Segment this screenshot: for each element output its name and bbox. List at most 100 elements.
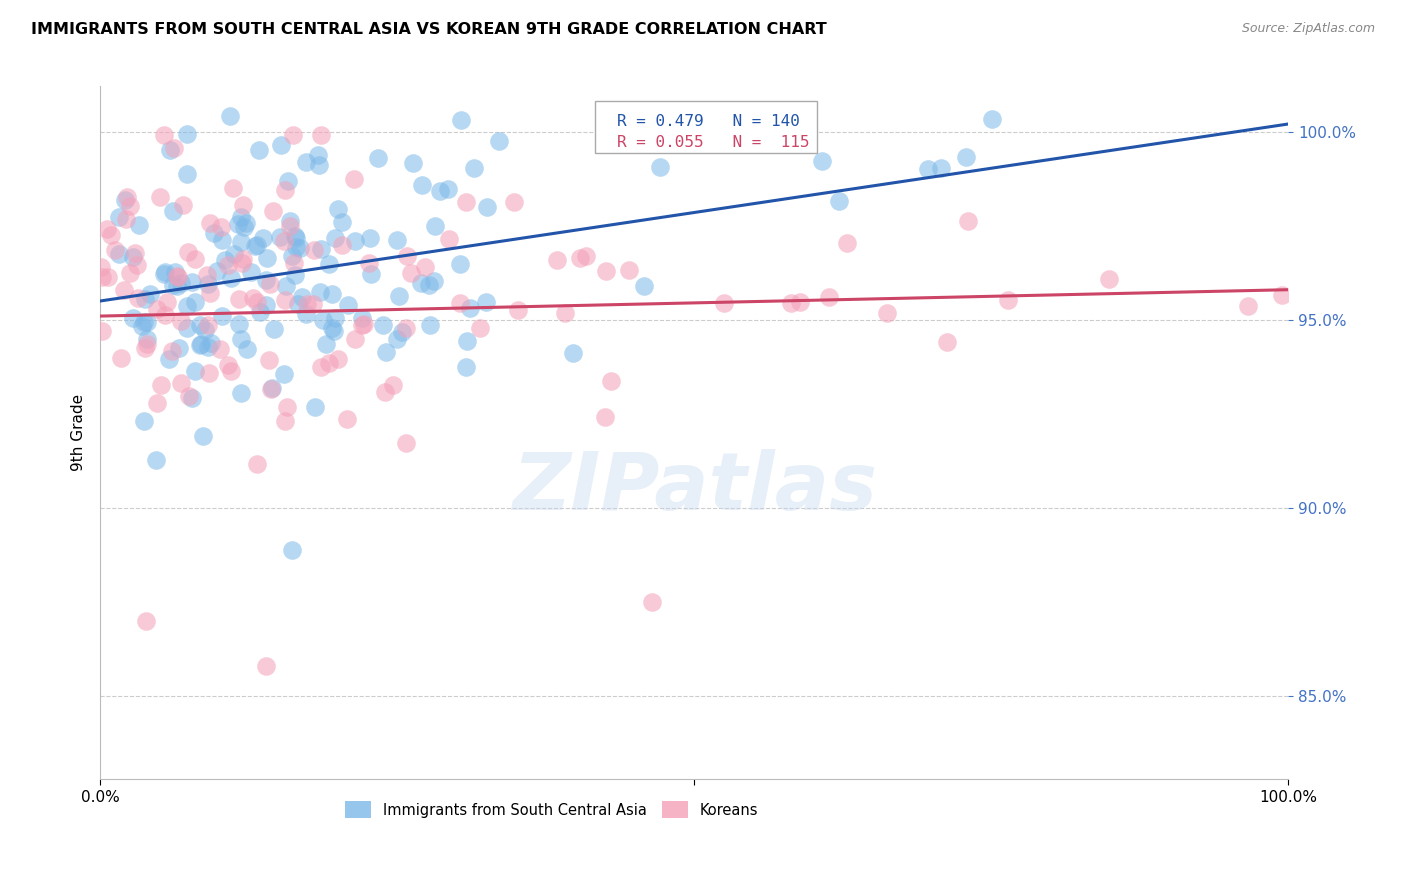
Point <box>546 252 568 267</box>
Point <box>330 215 353 229</box>
Point <box>302 297 325 311</box>
Point <box>508 303 530 318</box>
Point <box>132 414 155 428</box>
Point <box>197 339 219 353</box>
Point <box>128 218 150 232</box>
Point <box>274 183 297 197</box>
Point <box>562 346 585 360</box>
Y-axis label: 9th Grade: 9th Grade <box>72 394 86 471</box>
Point <box>217 359 239 373</box>
Point <box>135 332 157 346</box>
Point <box>263 322 285 336</box>
Point <box>159 143 181 157</box>
Point <box>330 237 353 252</box>
Point <box>139 287 162 301</box>
Point <box>955 150 977 164</box>
Point <box>437 182 460 196</box>
Point <box>284 268 307 283</box>
Point <box>163 140 186 154</box>
Point <box>344 333 367 347</box>
Point <box>195 268 218 282</box>
Point <box>475 295 498 310</box>
Point <box>648 160 671 174</box>
Point <box>276 401 298 415</box>
Point <box>359 255 381 269</box>
Point <box>600 374 623 388</box>
Point <box>419 318 441 333</box>
Point <box>274 293 297 308</box>
Point <box>162 204 184 219</box>
Point <box>575 249 598 263</box>
Point <box>554 306 576 320</box>
Point <box>713 295 735 310</box>
Point <box>391 326 413 340</box>
Point <box>470 320 492 334</box>
Point <box>153 267 176 281</box>
Point <box>122 311 145 326</box>
Point <box>153 309 176 323</box>
Point <box>350 318 373 332</box>
Point <box>295 297 318 311</box>
Point <box>153 265 176 279</box>
Point <box>91 269 114 284</box>
Point <box>1236 299 1258 313</box>
Text: Source: ZipAtlas.com: Source: ZipAtlas.com <box>1241 22 1375 36</box>
Point <box>149 190 172 204</box>
Point <box>110 351 132 365</box>
Point <box>402 156 425 170</box>
Point <box>252 231 274 245</box>
Point <box>176 167 198 181</box>
Text: IMMIGRANTS FROM SOUTH CENTRAL ASIA VS KOREAN 9TH GRADE CORRELATION CHART: IMMIGRANTS FROM SOUTH CENTRAL ASIA VS KO… <box>31 22 827 37</box>
Point <box>211 309 233 323</box>
Point <box>134 292 156 306</box>
Point <box>328 351 350 366</box>
Point <box>411 178 433 192</box>
Point <box>262 203 284 218</box>
Point <box>200 335 222 350</box>
Point <box>183 252 205 267</box>
Point <box>311 312 333 326</box>
Point <box>127 291 149 305</box>
Point <box>163 264 186 278</box>
Point <box>633 279 655 293</box>
Point <box>229 211 252 225</box>
Point <box>184 364 207 378</box>
Point <box>235 343 257 357</box>
Point <box>423 219 446 233</box>
Point <box>321 320 343 334</box>
Point <box>254 659 277 673</box>
Point <box>254 273 277 287</box>
Point <box>202 226 225 240</box>
Point <box>280 542 302 557</box>
Point <box>285 231 308 245</box>
Point <box>246 238 269 252</box>
Point <box>429 185 451 199</box>
Text: R = 0.055   N =  115: R = 0.055 N = 115 <box>617 135 810 150</box>
Point <box>456 359 478 374</box>
Point <box>155 295 177 310</box>
Point <box>437 232 460 246</box>
Point <box>837 235 859 250</box>
Point <box>295 308 318 322</box>
Point <box>160 343 183 358</box>
Point <box>176 127 198 141</box>
Point <box>273 367 295 381</box>
Point <box>226 217 249 231</box>
Point <box>917 161 939 176</box>
Point <box>91 324 114 338</box>
Point <box>260 382 283 396</box>
Point <box>170 376 193 390</box>
Point <box>233 220 256 235</box>
Point <box>274 414 297 428</box>
Point <box>247 143 270 157</box>
Point <box>242 291 264 305</box>
Point <box>260 381 283 395</box>
Point <box>828 194 851 209</box>
Point <box>191 428 214 442</box>
Point <box>463 161 485 175</box>
Point <box>309 359 332 374</box>
Point <box>198 285 221 300</box>
Point <box>280 250 302 264</box>
Point <box>779 296 801 310</box>
Point <box>359 231 381 245</box>
